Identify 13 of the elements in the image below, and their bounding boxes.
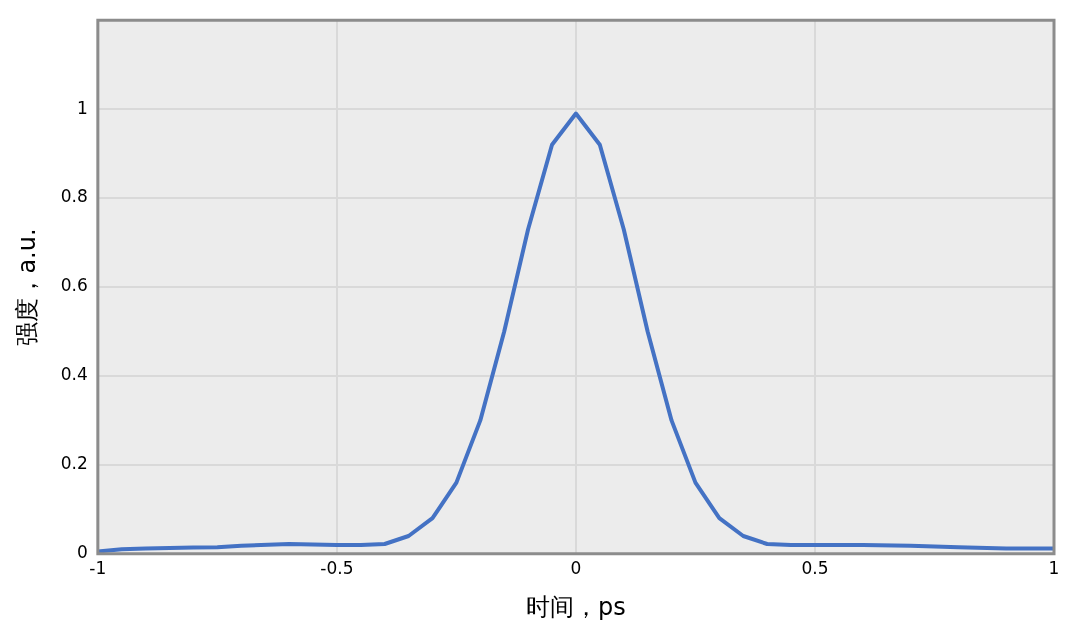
x-tick-label: 0 bbox=[570, 558, 582, 579]
y-tick-label: 0.4 bbox=[60, 364, 88, 385]
y-tick-label: 0.6 bbox=[60, 275, 88, 296]
x-tick-label: 0.5 bbox=[801, 558, 829, 579]
x-tick-label: -1 bbox=[89, 558, 107, 579]
y-tick-label: 0 bbox=[77, 542, 88, 563]
y-axis-title: 强度，a.u. bbox=[12, 228, 41, 346]
y-tick-label: 0.2 bbox=[60, 453, 88, 474]
x-tick-label: 1 bbox=[1048, 558, 1060, 579]
x-tick-label: -0.5 bbox=[320, 558, 354, 579]
x-axis-title: 时间，ps bbox=[526, 592, 626, 621]
y-tick-label: 0.8 bbox=[60, 186, 88, 207]
y-tick-label: 1 bbox=[77, 97, 88, 118]
